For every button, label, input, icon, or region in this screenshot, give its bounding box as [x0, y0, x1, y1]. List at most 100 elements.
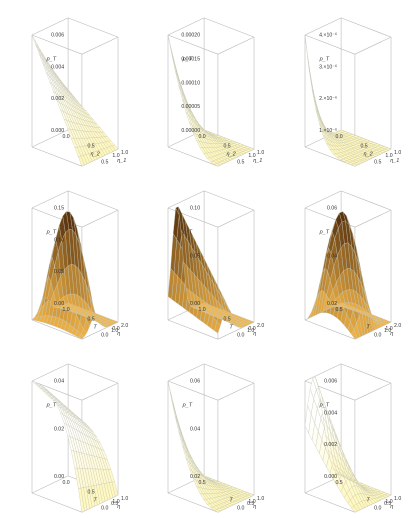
x-tick-label: 0.5 [198, 480, 205, 486]
z-tick-label: 0.00000 [181, 128, 200, 134]
y-tick-label: 0.0 [101, 506, 108, 512]
bounding-box-edge [304, 34, 356, 55]
x-axis-label: η_2 [90, 152, 99, 158]
bounding-box-edge [31, 363, 69, 382]
z-tick-label: 0.02 [190, 474, 200, 480]
z-tick-label: 0.00015 [181, 57, 200, 63]
z-tick-label: 0.06 [190, 379, 200, 385]
surface-plot-2: 0.00000 0.00005 0.00010 0.00015 0.00020 p_T 0.… [167, 17, 264, 167]
y-axis-label: η [253, 504, 256, 510]
bounding-box-edge [81, 36, 119, 55]
z-tick-label: 0.002 [324, 442, 337, 448]
bounding-box-edge [167, 17, 205, 36]
y-axis-label: η [390, 504, 393, 510]
surface-patch [201, 129, 208, 132]
y-tick-label: 0.0 [101, 333, 108, 339]
z-tick-label: 0.00010 [181, 80, 200, 86]
z-axis-label: p_T [182, 402, 193, 408]
bounding-box-edge [354, 36, 392, 55]
x-tick-label: 1.0 [112, 499, 119, 505]
bounding-box-edge [31, 17, 69, 36]
bounding-box-edge [31, 34, 83, 55]
bounding-box-edge [167, 380, 219, 401]
bounding-box-edge [304, 190, 342, 209]
x-axis-label: η_2 [226, 152, 235, 158]
z-tick-label: 0.06 [327, 206, 337, 212]
y-tick-label: 0.5 [101, 160, 108, 166]
x-tick-label: 1.0 [385, 326, 392, 332]
bounding-box-edge [31, 129, 69, 148]
y-tick-label: 1.0 [257, 150, 264, 156]
bounding-box-edge [304, 319, 356, 340]
y-tick-label: 0.0 [374, 506, 381, 512]
y-axis-label: η_1 [390, 158, 399, 164]
y-tick-label: 0.0 [237, 333, 244, 339]
z-tick-label: 0.002 [51, 96, 64, 102]
y-axis-label: η [117, 331, 120, 337]
surface-patch [65, 86, 72, 94]
bounding-box-edge [340, 363, 392, 384]
bounding-box-edge [203, 17, 255, 38]
bounding-box-edge [31, 146, 83, 167]
x-axis-label: T [93, 498, 97, 504]
z-axis-label: p_T [182, 56, 193, 62]
x-axis-label: T [229, 325, 233, 331]
z-axis-label: p_T [46, 56, 57, 62]
bounding-box-edge [67, 17, 119, 38]
x-tick-label: 0.0 [62, 480, 69, 486]
y-tick-label: 0.0 [374, 333, 381, 339]
bounding-box-edge [354, 382, 392, 401]
x-tick-label: 0.5 [87, 317, 94, 323]
y-axis-label: η [117, 504, 120, 510]
y-tick-label: 0.5 [237, 160, 244, 166]
bounding-box-edge [340, 17, 392, 38]
x-tick-label: 1.0 [385, 499, 392, 505]
surface-plot-5: 0.000.050.10p_T1.00.50.0T0.01.02.0η [167, 190, 264, 340]
x-tick-label: 1.0 [198, 307, 205, 313]
z-tick-label: 0.00005 [181, 104, 200, 110]
z-tick-label: 0.006 [51, 33, 64, 39]
z-tick-label: 2.×10⁻⁶ [319, 96, 337, 102]
z-tick-label: 0.02 [327, 301, 337, 307]
bounding-box-edge [81, 382, 119, 401]
z-tick-label: 0.04 [54, 379, 64, 385]
bounding-box-edge [167, 363, 205, 382]
bounding-box-edge [167, 190, 205, 209]
x-tick-label: 1.0 [112, 153, 119, 159]
bounding-box-edge [31, 190, 69, 209]
bounding-box-edge [203, 363, 255, 384]
surface-patch [201, 302, 209, 306]
z-tick-label: 0.05 [190, 253, 200, 259]
bounding-box-edge [217, 36, 255, 55]
y-tick-label: 0.5 [374, 160, 381, 166]
bounding-box-edge [217, 382, 255, 401]
surface-plot-6: 0.020.040.06p_T0.51.0T0.01.02.0η [304, 190, 401, 340]
bounding-box-edge [167, 319, 219, 340]
x-tick-label: 0.5 [360, 144, 367, 150]
x-tick-label: 0.5 [223, 317, 230, 323]
z-axis-label: p_T [319, 229, 330, 235]
z-tick-label: 1.×10⁻⁶ [319, 128, 337, 134]
x-axis-label: T [366, 498, 370, 504]
y-axis-label: η_1 [253, 158, 262, 164]
bounding-box-edge [31, 475, 69, 494]
y-tick-label: 1.0 [121, 150, 128, 156]
x-tick-label: 1.0 [385, 153, 392, 159]
surface-plot-8: 0.020.040.06p_T0.51.0T0.00.51.0η [167, 363, 264, 513]
x-tick-label: 0.0 [335, 134, 342, 140]
z-tick-label: 0.10 [54, 237, 64, 243]
x-tick-label: 0.5 [87, 144, 94, 150]
y-tick-label: 0.5 [111, 501, 118, 507]
z-tick-label: 0.04 [327, 253, 337, 259]
bounding-box-edge [81, 209, 119, 228]
z-tick-label: 0.10 [190, 206, 200, 212]
z-tick-label: 0.00 [54, 301, 64, 307]
z-tick-label: 0.04 [190, 426, 200, 432]
bounding-box-edge [304, 492, 356, 513]
x-tick-label: 1.0 [62, 307, 69, 313]
surface-patch [65, 302, 73, 306]
surface-plot-1: 0.0000.0020.0040.006p_T0.00.51.0η_20.51.… [31, 17, 128, 167]
bounding-box-edge [67, 363, 119, 384]
y-tick-label: 2.0 [121, 323, 128, 329]
